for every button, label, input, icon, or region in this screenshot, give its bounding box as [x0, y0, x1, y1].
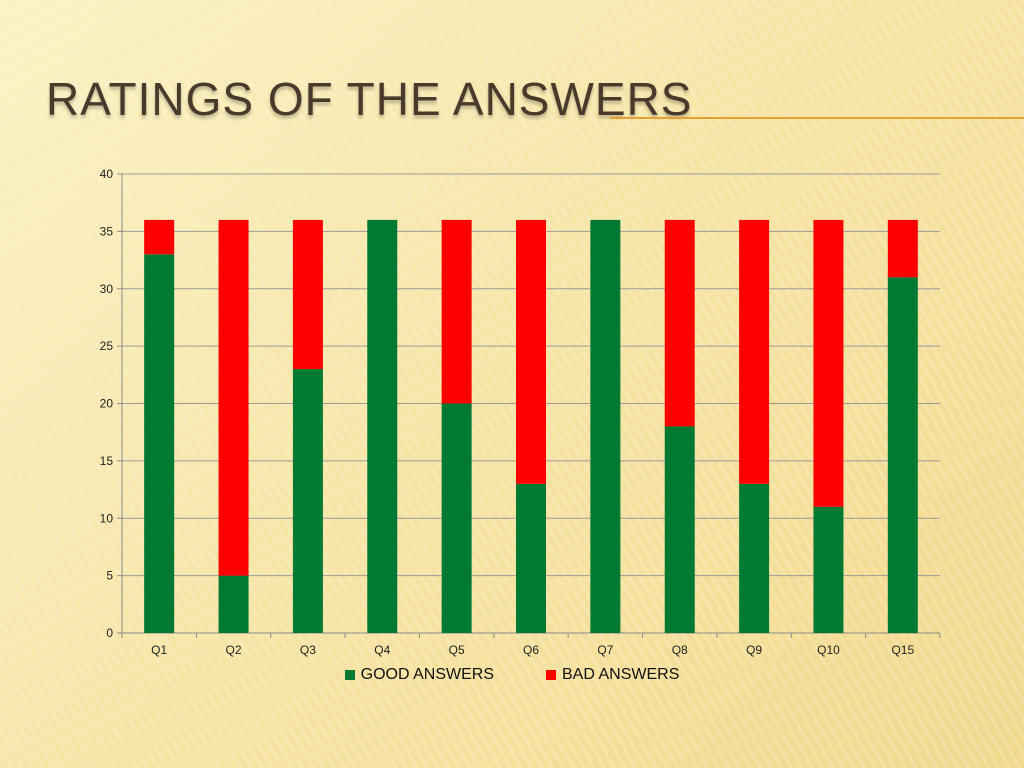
bar-bad-q10: [813, 219, 844, 507]
bar-bad-q5: [441, 219, 472, 404]
y-tick-label: 35: [100, 224, 114, 238]
y-tick-label: 25: [100, 339, 114, 353]
legend-label-good: GOOD ANSWERS: [360, 666, 494, 683]
x-tick-label: Q3: [300, 643, 316, 657]
legend-item-good: GOOD ANSWERS: [344, 666, 494, 684]
bar-bad-q9: [739, 219, 770, 484]
legend-label-bad: BAD ANSWERS: [562, 666, 680, 683]
bar-bad-q6: [516, 219, 546, 484]
legend-swatch-bad: [546, 670, 556, 680]
bar-good-q9: [739, 483, 770, 633]
y-tick-label: 20: [100, 397, 114, 411]
bar-bad-q2: [218, 219, 249, 576]
bar-bad-q15: [887, 219, 918, 278]
legend-swatch-good: [344, 670, 355, 680]
x-tick-label: Q1: [151, 643, 167, 657]
bar-good-q7: [590, 219, 621, 633]
bar-good-q3: [292, 369, 323, 633]
chart-legend: GOOD ANSWERS BAD ANSWERS: [0, 666, 1024, 684]
x-tick-label: Q15: [891, 643, 914, 657]
x-tick-label: Q9: [746, 643, 762, 657]
bar-good-q1: [144, 254, 175, 633]
y-tick-label: 0: [106, 626, 113, 640]
title-underline: [610, 117, 1024, 119]
x-tick-label: Q4: [374, 643, 390, 657]
y-tick-label: 40: [100, 167, 114, 181]
x-tick-label: Q7: [597, 643, 613, 657]
y-tick-label: 5: [106, 569, 113, 583]
bar-good-q2: [218, 575, 249, 633]
bar-good-q8: [664, 426, 695, 633]
bar-bad-q3: [292, 219, 323, 370]
bar-good-q4: [367, 219, 398, 633]
x-tick-label: Q8: [672, 643, 688, 657]
x-tick-label: Q10: [817, 643, 840, 657]
x-tick-label: Q6: [523, 643, 539, 657]
bar-good-q5: [441, 403, 472, 633]
bar-bad-q8: [664, 219, 695, 427]
y-tick-label: 10: [100, 511, 114, 525]
x-tick-label: Q5: [449, 643, 465, 657]
legend-item-bad: BAD ANSWERS: [546, 666, 679, 684]
x-tick-label: Q2: [226, 643, 242, 657]
y-tick-label: 15: [100, 454, 114, 468]
y-tick-label: 30: [100, 282, 114, 296]
bar-good-q15: [887, 277, 918, 633]
bar-good-q10: [813, 506, 844, 633]
slide-title: RATINGS OF THE ANSWERS: [46, 73, 693, 125]
bar-good-q6: [516, 483, 546, 633]
bar-bad-q1: [144, 219, 175, 255]
